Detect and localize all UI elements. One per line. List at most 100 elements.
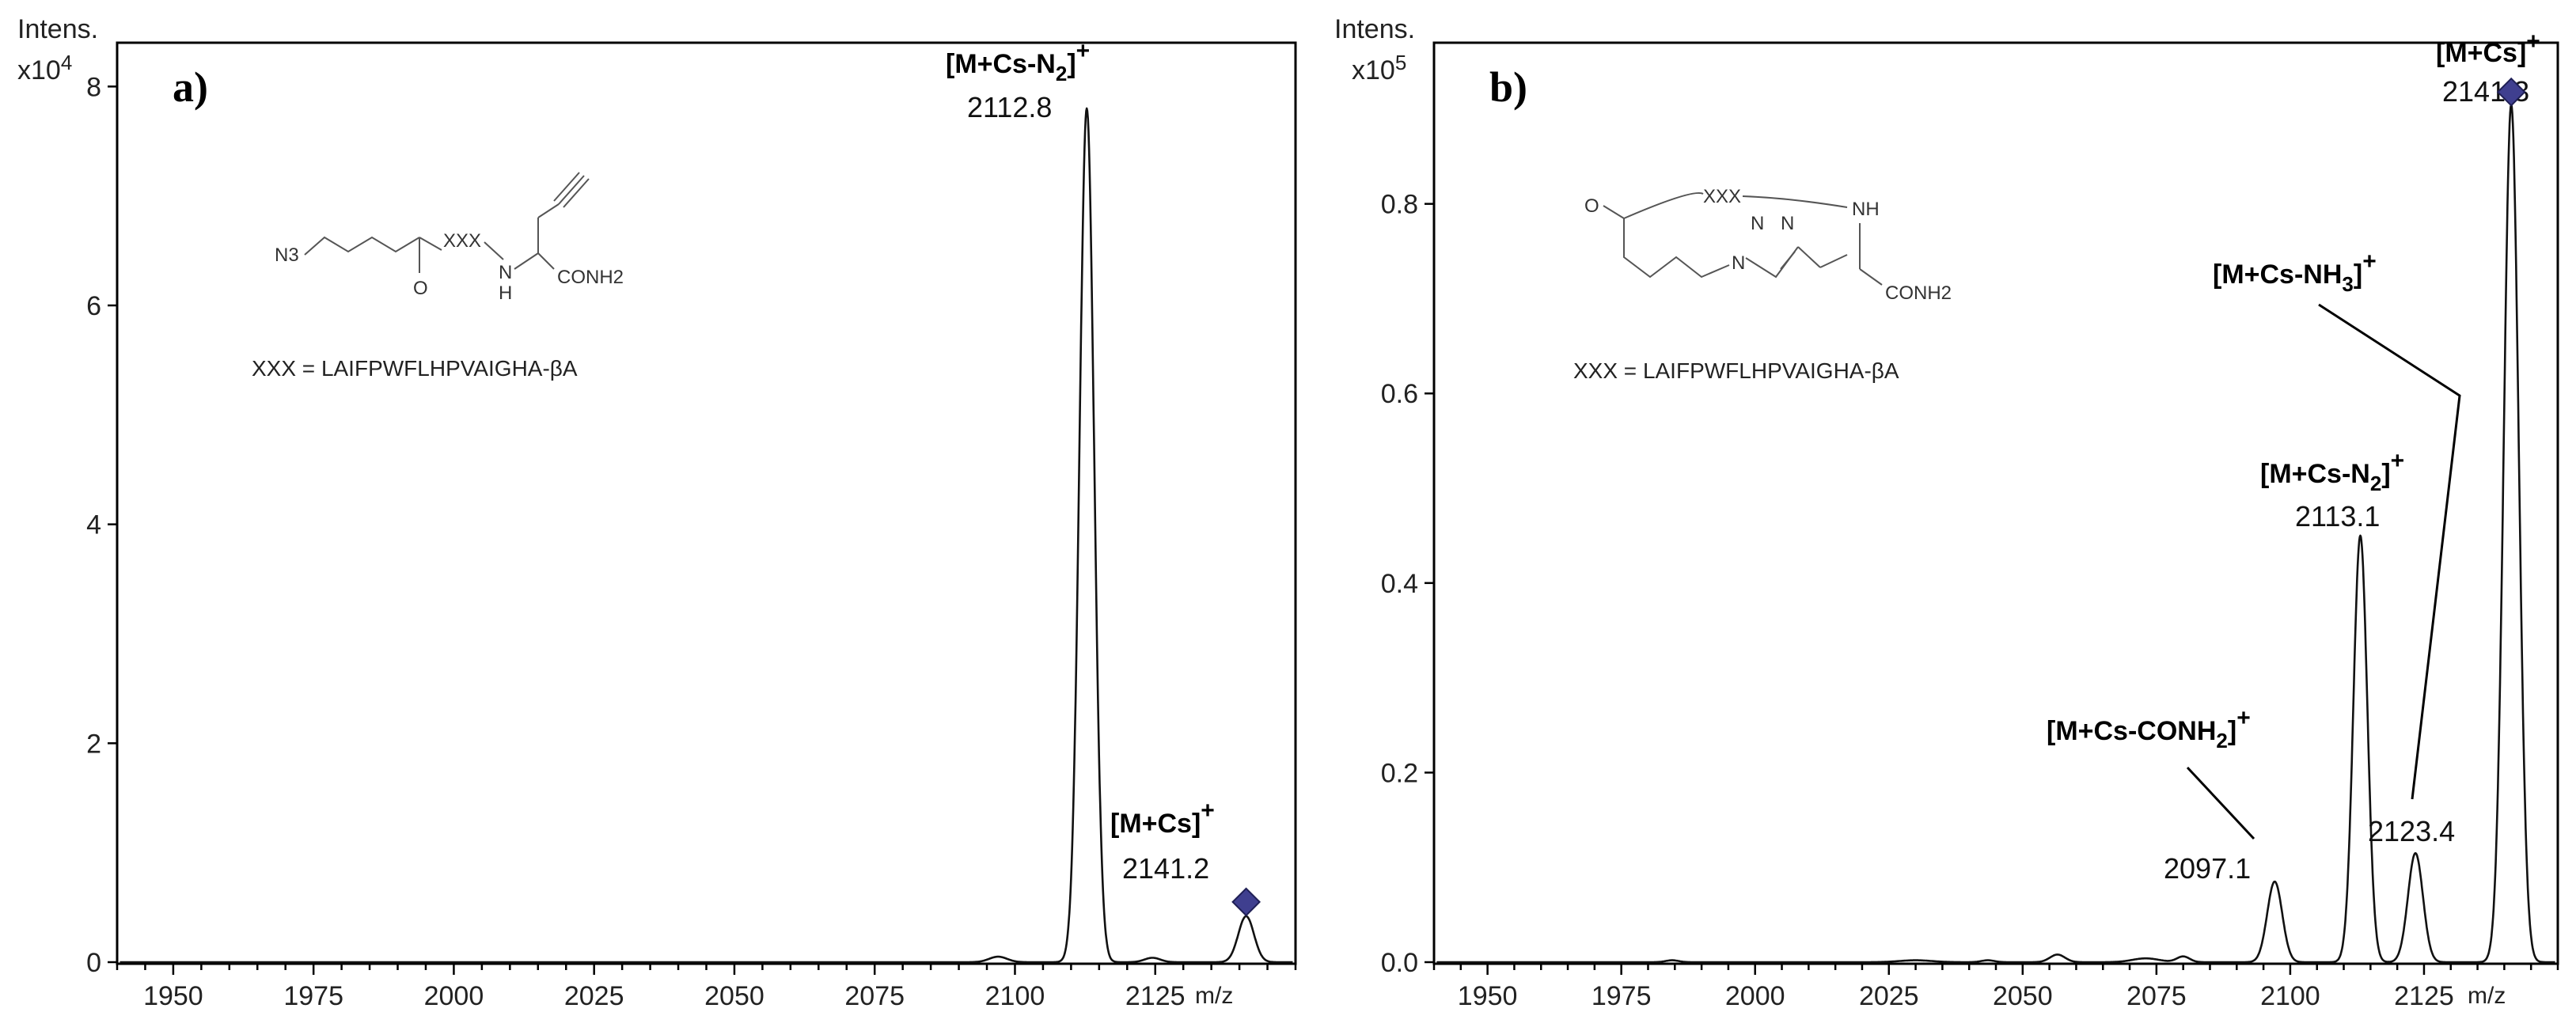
bond xyxy=(514,252,539,270)
peak-annotation-nh3-loss: [M+Cs-NH3]+ xyxy=(2213,248,2461,800)
peak-annotation-2123: 2123.4 xyxy=(2368,815,2455,847)
y-tick-label: 0.0 xyxy=(1381,948,1418,978)
bond xyxy=(537,203,560,218)
struct-label-o: O xyxy=(1584,195,1599,217)
x-unit-label: m/z xyxy=(2468,983,2506,1009)
x-tick-label: 2125 xyxy=(1125,981,1186,1011)
peak-mz-label: 2097.1 xyxy=(2164,852,2251,885)
x-axis-ticks: 1950 1975 2000 2025 2050 2075 2100 2125 xyxy=(116,964,1297,1011)
sequence-definition: XXX = LAIFPWFLHPVAIGHA-βA xyxy=(1573,358,1899,383)
carbonyl-bond xyxy=(1603,205,1625,219)
y-multiplier: x104 xyxy=(17,51,72,85)
bond xyxy=(419,237,442,251)
y-tick-label: 0.2 xyxy=(1381,758,1418,788)
struct-label-nh: NH xyxy=(1852,199,1880,220)
bond xyxy=(1742,195,1848,208)
panel-label: a) xyxy=(173,63,208,111)
precursor-marker xyxy=(1231,887,1261,917)
ion-label: [M+Cs-CONH2]+ xyxy=(2047,705,2251,752)
struct-label-n: N xyxy=(499,262,512,283)
structure-inset: O XXX NH N N N CONH2 XXX = LAIFPWFLHPVAI… xyxy=(1573,186,1952,383)
y-tick-label: 2 xyxy=(86,729,101,759)
peak-mz-label: 2123.4 xyxy=(2368,815,2455,847)
y-tick-label: 8 xyxy=(86,72,101,102)
y-axis-ticks: 0.0 0.2 0.4 0.6 0.8 xyxy=(1381,190,1434,978)
x-tick-label: 2000 xyxy=(1725,981,1785,1011)
x-tick-label: 2075 xyxy=(844,981,905,1011)
structure-inset: N3 O XXX N H CONH2 XXX = LAIFPWFLHPVAIGH… xyxy=(252,172,624,381)
y-multiplier: x105 xyxy=(1352,51,1406,85)
x-tick-label: 1975 xyxy=(283,981,343,1011)
y-axis-ticks: 0 2 4 6 8 xyxy=(86,72,117,978)
peak-mz-label: 2112.8 xyxy=(967,91,1052,123)
spectrum-trace xyxy=(120,107,1293,964)
x-tick-label: 2100 xyxy=(2260,981,2320,1011)
ion-label: [M+Cs-N2]+ xyxy=(946,38,1090,85)
x-tick-label: 2075 xyxy=(2126,981,2187,1011)
x-tick-label: 2125 xyxy=(2394,981,2454,1011)
y-axis-label: Intens. xyxy=(17,14,98,44)
alkyne-bond xyxy=(563,178,590,208)
bond xyxy=(1797,246,1821,268)
struct-label-o: O xyxy=(413,278,428,299)
x-tick-label: 2100 xyxy=(985,981,1045,1011)
panel-b: Intens. x105 0.0 0.2 0.4 0.6 0.8 1950 1975 200… xyxy=(1334,14,2559,1011)
peak-mz-label: 2113.1 xyxy=(2295,500,2380,533)
peak-annotation-n2-loss: [M+Cs-N2]+ 2112.8 xyxy=(946,38,1090,123)
y-tick-label: 0.4 xyxy=(1381,569,1418,599)
x-tick-label: 1975 xyxy=(1592,981,1652,1011)
alkyne-bond xyxy=(553,172,580,202)
bond xyxy=(1819,254,1848,268)
panel-a: Intens. x104 0 2 4 6 8 1950 1975 2000 2025 2050 2… xyxy=(17,14,1297,1011)
struct-label-conh2: CONH2 xyxy=(1885,282,1952,304)
bond xyxy=(484,241,504,260)
x-tick-label: 1950 xyxy=(1458,981,1518,1011)
struct-label-n3: N3 xyxy=(275,244,299,266)
bond xyxy=(1623,191,1704,219)
peak-annotation-m-cs: [M+Cs]+ 2141.3 xyxy=(2436,28,2540,108)
bond xyxy=(537,252,555,270)
peak-annotation-n2-loss: [M+Cs-N2]+ 2113.1 xyxy=(2260,448,2404,533)
y-tick-label: 0.6 xyxy=(1381,379,1418,409)
struct-label-h: H xyxy=(499,282,512,304)
struct-label-n2: N xyxy=(1751,213,1764,234)
x-tick-label: 2025 xyxy=(564,981,624,1011)
alkyl-chain xyxy=(1623,218,1730,279)
leader-line xyxy=(2318,303,2461,800)
x-tick-label: 2000 xyxy=(424,981,484,1011)
y-tick-label: 0 xyxy=(86,948,101,978)
y-tick-label: 6 xyxy=(86,291,101,321)
panel-label: b) xyxy=(1489,63,1527,111)
x-unit-label: m/z xyxy=(1195,983,1233,1009)
x-tick-label: 2050 xyxy=(1993,981,2053,1011)
ion-label: [M+Cs-NH3]+ xyxy=(2213,248,2377,296)
y-tick-label: 4 xyxy=(86,510,101,540)
x-tick-label: 1950 xyxy=(143,981,203,1011)
ion-label: [M+Cs]+ xyxy=(2436,28,2540,68)
struct-label-xxx: XXX xyxy=(443,230,481,252)
x-tick-label: 2050 xyxy=(704,981,764,1011)
peak-annotation-conh2-loss: [M+Cs-CONH2]+ 2097.1 xyxy=(2047,705,2255,885)
triazole-ring xyxy=(1745,246,1799,279)
peak-mz-label: 2141.2 xyxy=(1122,852,1209,885)
ion-label: [M+Cs-N2]+ xyxy=(2260,448,2404,495)
y-axis-label: Intens. xyxy=(1334,14,1415,44)
triazole-ring xyxy=(1780,251,1796,270)
precursor-marker xyxy=(2496,77,2526,107)
ion-label: [M+Cs]+ xyxy=(1110,798,1215,839)
spectrum-trace xyxy=(1436,103,2556,964)
struct-label-n3: N xyxy=(1781,213,1794,234)
struct-label-xxx: XXX xyxy=(1703,186,1741,207)
x-tick-label: 2025 xyxy=(1859,981,1919,1011)
struct-label-conh2: CONH2 xyxy=(557,267,624,288)
leader-line xyxy=(2186,766,2255,840)
x-axis-ticks: 1950 1975 2000 2025 2050 2075 2100 2125 xyxy=(1432,964,2559,1011)
alkyne-bond xyxy=(558,175,585,205)
struct-label-n1: N xyxy=(1732,252,1745,274)
bond xyxy=(1859,268,1883,286)
y-tick-label: 0.8 xyxy=(1381,190,1418,220)
alkyl-chain xyxy=(304,236,420,256)
sequence-definition: XXX = LAIFPWFLHPVAIGHA-βA xyxy=(252,356,578,381)
peak-annotation-m-cs: [M+Cs]+ 2141.2 xyxy=(1110,798,1261,917)
